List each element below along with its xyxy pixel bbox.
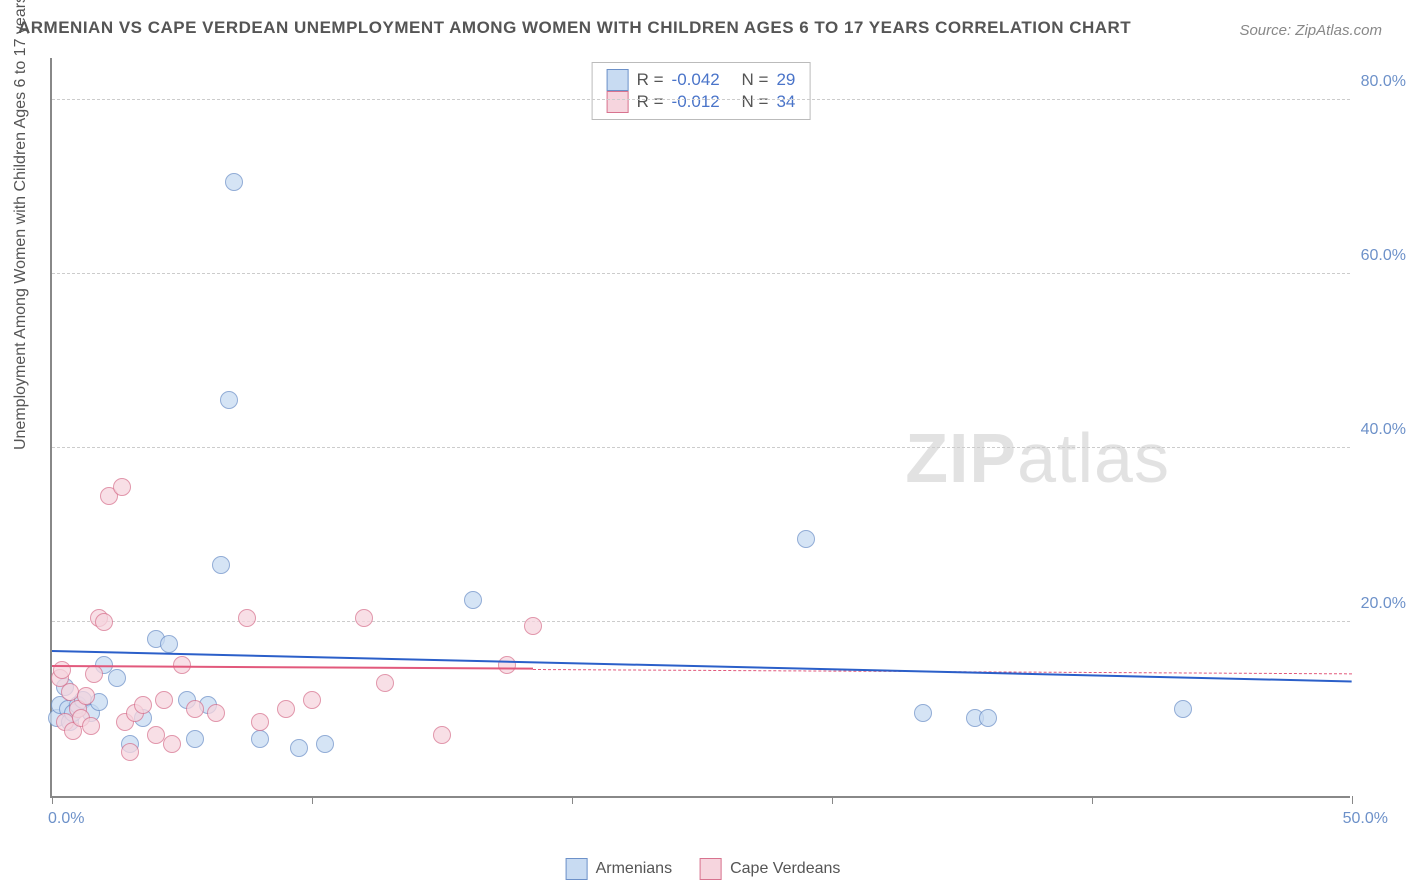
series-swatch xyxy=(607,69,629,91)
data-point xyxy=(53,661,71,679)
data-point xyxy=(160,635,178,653)
data-point xyxy=(1174,700,1192,718)
y-tick-label: 40.0% xyxy=(1361,421,1406,439)
data-point xyxy=(212,556,230,574)
r-value: -0.042 xyxy=(672,70,734,90)
data-point xyxy=(85,665,103,683)
source-label: Source: ZipAtlas.com xyxy=(1239,22,1382,39)
data-point xyxy=(186,700,204,718)
y-tick-label: 20.0% xyxy=(1361,595,1406,613)
data-point xyxy=(108,669,126,687)
data-point xyxy=(113,478,131,496)
data-point xyxy=(225,173,243,191)
stats-row: R = -0.012 N = 34 xyxy=(607,91,796,113)
legend-swatch xyxy=(566,858,588,880)
data-point xyxy=(238,609,256,627)
x-tick xyxy=(572,796,573,804)
data-point xyxy=(95,613,113,631)
x-axis-max-label: 50.0% xyxy=(1343,810,1388,828)
chart-title: ARMENIAN VS CAPE VERDEAN UNEMPLOYMENT AM… xyxy=(18,18,1131,38)
x-tick xyxy=(1352,796,1353,804)
data-point xyxy=(524,617,542,635)
data-point xyxy=(355,609,373,627)
n-value: 34 xyxy=(776,92,795,112)
stats-row: R = -0.042 N = 29 xyxy=(607,69,796,91)
data-point xyxy=(251,730,269,748)
data-point xyxy=(464,591,482,609)
data-point xyxy=(163,735,181,753)
legend-item: Armenians xyxy=(566,858,672,880)
data-point xyxy=(498,656,516,674)
gridline xyxy=(52,99,1350,100)
data-point xyxy=(914,704,932,722)
r-value: -0.012 xyxy=(672,92,734,112)
data-point xyxy=(207,704,225,722)
data-point xyxy=(121,743,139,761)
data-point xyxy=(433,726,451,744)
n-value: 29 xyxy=(776,70,795,90)
data-point xyxy=(290,739,308,757)
legend-swatch xyxy=(700,858,722,880)
legend: Armenians Cape Verdeans xyxy=(566,858,841,880)
data-point xyxy=(303,691,321,709)
r-label: R = xyxy=(637,70,664,90)
n-label: N = xyxy=(742,92,769,112)
data-point xyxy=(134,696,152,714)
scatter-plot: ZIPatlas R =-0.042N =29R =-0.012N =34 20… xyxy=(50,58,1350,798)
y-tick-label: 60.0% xyxy=(1361,247,1406,265)
series-swatch xyxy=(607,91,629,113)
legend-label: Cape Verdeans xyxy=(730,860,840,878)
watermark: ZIPatlas xyxy=(905,418,1170,498)
x-tick xyxy=(312,796,313,804)
y-tick-label: 80.0% xyxy=(1361,73,1406,91)
data-point xyxy=(220,391,238,409)
data-point xyxy=(979,709,997,727)
data-point xyxy=(277,700,295,718)
gridline xyxy=(52,273,1350,274)
data-point xyxy=(251,713,269,731)
legend-label: Armenians xyxy=(596,860,672,878)
legend-item: Cape Verdeans xyxy=(700,858,840,880)
r-label: R = xyxy=(637,92,664,112)
data-point xyxy=(797,530,815,548)
trend-line xyxy=(52,665,533,670)
x-tick xyxy=(1092,796,1093,804)
data-point xyxy=(186,730,204,748)
data-point xyxy=(316,735,334,753)
data-point xyxy=(155,691,173,709)
n-label: N = xyxy=(742,70,769,90)
data-point xyxy=(77,687,95,705)
gridline xyxy=(52,447,1350,448)
data-point xyxy=(82,717,100,735)
x-tick xyxy=(832,796,833,804)
y-axis-label: Unemployment Among Women with Children A… xyxy=(12,0,30,450)
x-tick xyxy=(52,796,53,804)
correlation-stats-box: R = -0.042 N = 29 R = -0.012 N = 34 xyxy=(592,62,811,120)
x-axis-min-label: 0.0% xyxy=(48,810,84,828)
data-point xyxy=(376,674,394,692)
